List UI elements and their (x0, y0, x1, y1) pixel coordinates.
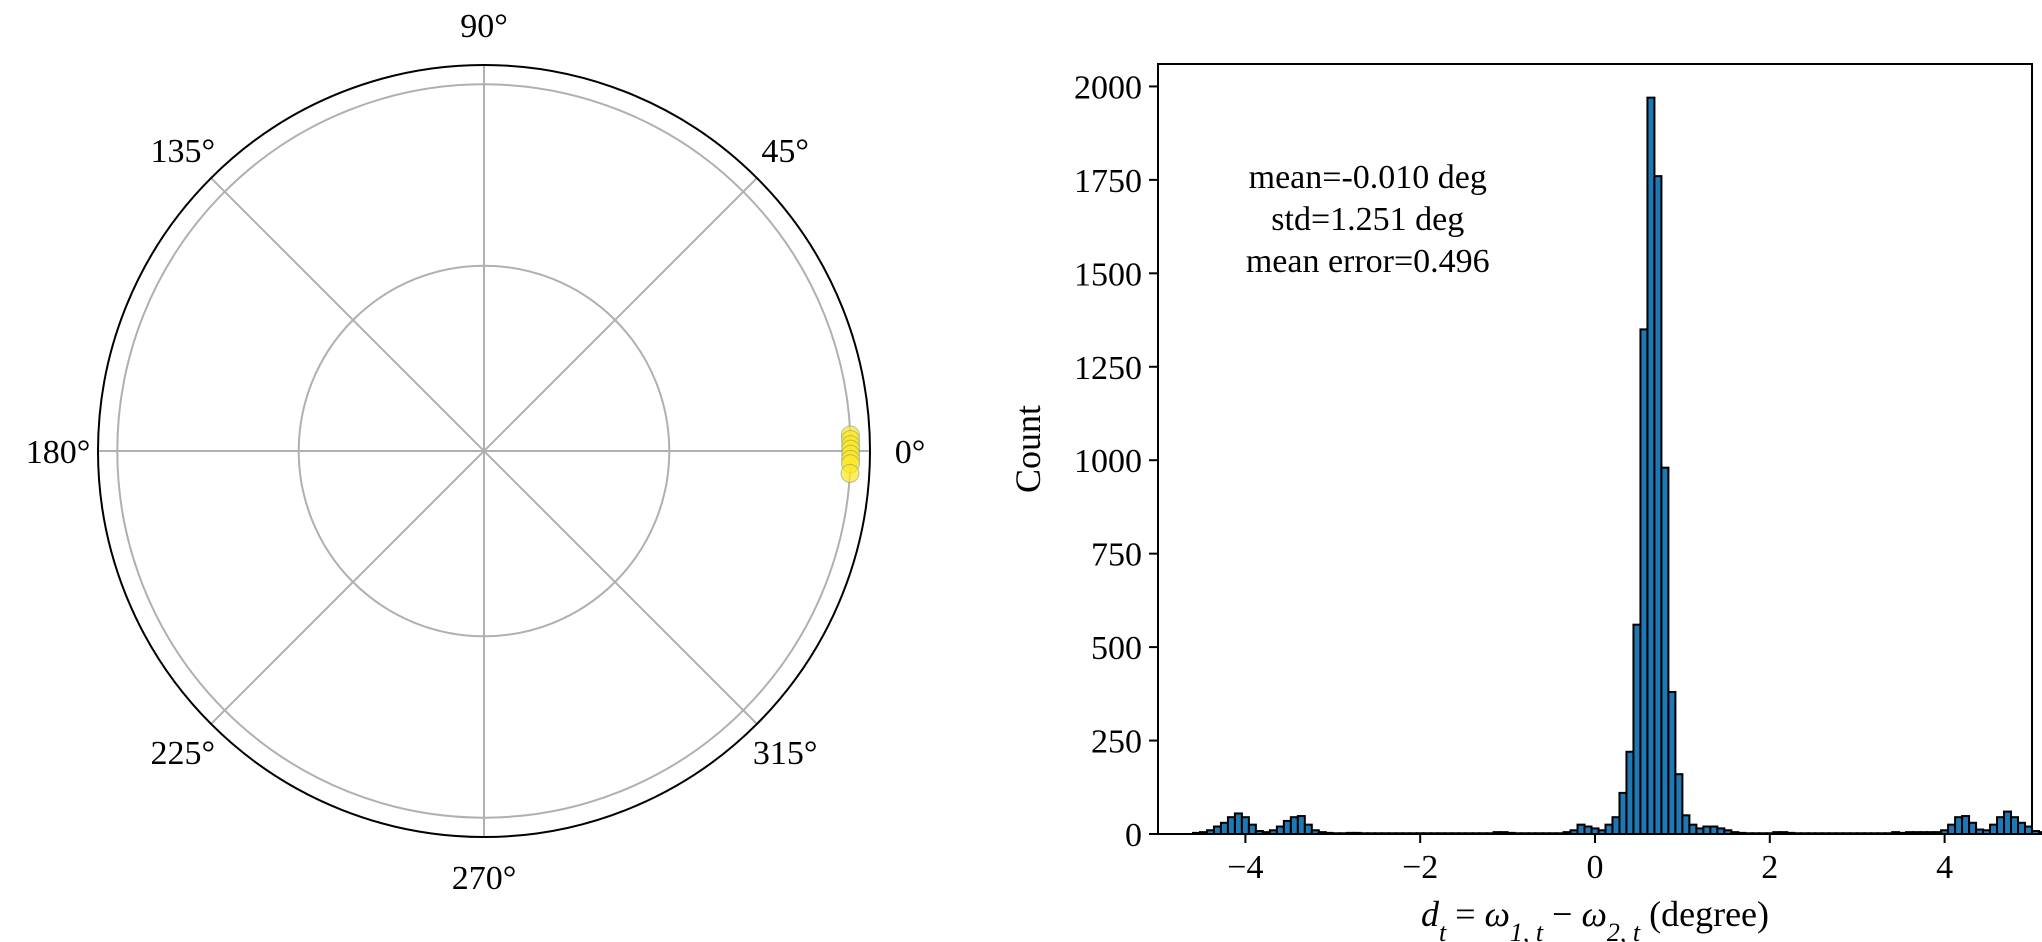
histogram-plot: −4 −2 0 2 4 0 250 500 750 1000 1250 1500 1750 2000 m… (1008, 63, 2042, 942)
y-tick-label: 2000 (1074, 69, 1142, 106)
histogram-bar (1282, 819, 1292, 836)
x-tick-label: 0 (1587, 849, 1604, 886)
y-tick-label: 1750 (1074, 163, 1142, 200)
y-tick-label: 1250 (1074, 350, 1142, 387)
histogram-bar (1968, 821, 1978, 836)
y-tick-label: 1500 (1074, 256, 1142, 293)
x-tick-label: −4 (1227, 849, 1263, 886)
angle-tick-label: 180° (26, 434, 91, 471)
histogram-bar (2003, 810, 2013, 835)
y-axis-ticks: 0 250 500 750 1000 1250 1500 1750 2000 (1074, 69, 1158, 854)
histogram-bar (2017, 821, 2027, 836)
x-axis-ticks: −4 −2 0 2 4 (1227, 834, 1953, 886)
histogram-bar (1646, 96, 1656, 836)
histogram-bar (1625, 750, 1635, 835)
histogram-bar (1947, 823, 1957, 835)
x-tick-label: 4 (1936, 849, 1953, 886)
y-tick-label: 0 (1125, 817, 1142, 854)
histogram-bar (1233, 812, 1243, 836)
histogram-bar (2031, 830, 2040, 835)
histogram-bar (1702, 825, 1712, 836)
histogram-bar (1681, 814, 1691, 835)
angle-tick-label: 45° (761, 133, 809, 170)
polar-frame (97, 64, 871, 838)
angle-tick-label: 135° (150, 133, 215, 170)
histogram-bar (2037, 831, 2042, 835)
histogram-bar (1989, 823, 1999, 835)
stats-annotation-line: mean error=0.496 (1246, 243, 1490, 280)
polar-angle-labels: 0° 45° 90° 135° 180° 225° 270° 315° (26, 8, 926, 897)
histogram-bar (1219, 821, 1229, 836)
stats-annotation: mean=-0.010 deg std=1.251 deg mean error=0… (1246, 159, 1490, 280)
histogram-bar (1604, 823, 1614, 835)
histogram-bar (1247, 823, 1257, 835)
histogram-bar (1303, 823, 1313, 835)
y-tick-label: 500 (1091, 630, 1142, 667)
histogram-bar (1667, 690, 1677, 836)
angle-tick-label: 315° (753, 735, 818, 772)
angle-tick-label: 225° (150, 735, 215, 772)
histogram-bar (1639, 328, 1649, 835)
histogram-bar (1275, 825, 1285, 836)
histogram-bar (1688, 823, 1698, 835)
y-tick-label: 1000 (1074, 443, 1142, 480)
x-axis-label: dt = ω1, t − ω2, t (degree) (1421, 894, 1769, 942)
histogram-bar (1611, 816, 1621, 836)
histogram-bar (1674, 773, 1684, 835)
histogram-bar (1996, 816, 2006, 836)
polar-points (840, 425, 861, 483)
histogram-bar (1583, 825, 1593, 836)
histogram-bar (1576, 823, 1586, 835)
angle-tick-label: 0° (895, 434, 926, 471)
polar-grid (98, 65, 870, 837)
histogram-bar (1226, 816, 1236, 836)
histogram-bar (1240, 816, 1250, 836)
histogram-bar (2010, 816, 2020, 836)
stats-annotation-line: std=1.251 deg (1271, 201, 1464, 238)
polar-point (840, 463, 860, 483)
y-axis-label: Count (1008, 405, 1048, 493)
histogram-bar (1618, 791, 1628, 835)
x-tick-label: −2 (1402, 849, 1438, 886)
angle-tick-label: 90° (460, 8, 508, 45)
polar-plot: 0° 45° 90° 135° 180° 225° 270° 315° (26, 8, 926, 897)
histogram-bar (1954, 816, 1964, 836)
y-tick-label: 250 (1091, 724, 1142, 761)
histogram-bar (1212, 825, 1222, 836)
angular-grid-line (210, 177, 758, 725)
x-tick-label: 2 (1761, 849, 1778, 886)
angle-tick-label: 270° (452, 860, 517, 897)
histogram-bar (1653, 175, 1663, 835)
histogram-bar (1289, 816, 1299, 836)
histogram-bar (1709, 825, 1719, 836)
histogram-bar (1296, 815, 1306, 835)
histogram-bar (1660, 466, 1670, 835)
y-tick-label: 750 (1091, 537, 1142, 574)
histogram-bar (1632, 623, 1642, 836)
histogram-bar (2024, 825, 2034, 836)
histogram-bar (1961, 815, 1971, 835)
stats-annotation-line: mean=-0.010 deg (1249, 159, 1487, 196)
